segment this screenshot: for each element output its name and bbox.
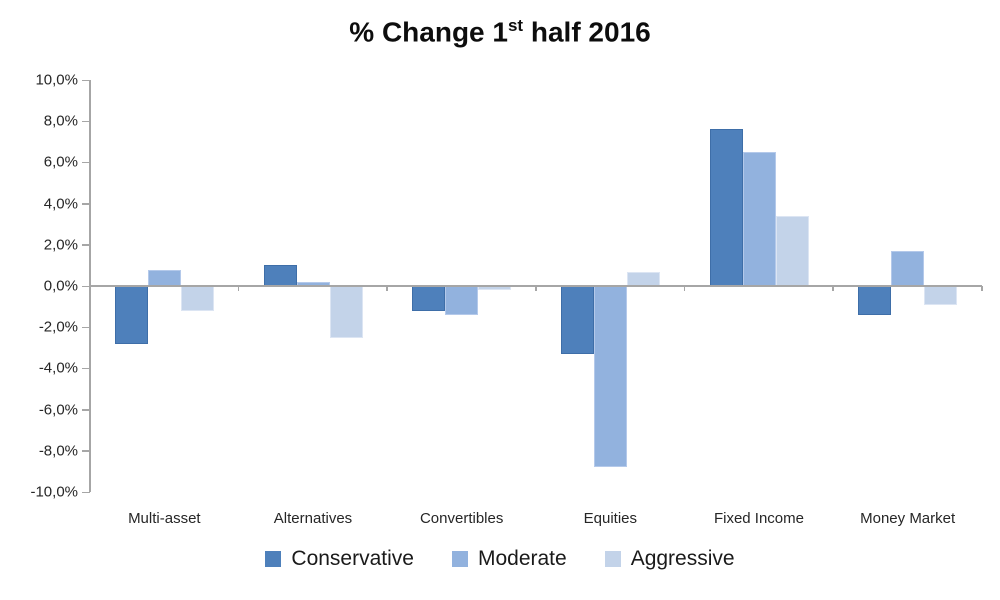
legend-item-aggressive: Aggressive — [604, 547, 735, 571]
y-axis-tick — [82, 409, 90, 411]
chart-title: % Change 1st half 2016 — [0, 16, 1000, 48]
bar-aggressive-fixed-income — [775, 215, 809, 286]
chart-title-prefix: % Change 1 — [349, 16, 508, 48]
legend: Conservative Moderate Aggressive — [0, 547, 1000, 571]
y-axis-tick — [82, 161, 90, 164]
y-axis-tick — [82, 367, 90, 370]
bar-conservative-convertibles — [412, 286, 446, 311]
legend-item-conservative: Conservative — [265, 547, 414, 571]
y-axis-tick — [82, 450, 90, 452]
y-axis-tick — [82, 120, 90, 123]
y-axis-tick — [82, 203, 90, 205]
legend-label: Conservative — [291, 547, 414, 570]
y-axis-tick-label: -4,0% — [38, 359, 78, 377]
legend-swatch-conservative — [265, 551, 282, 567]
y-axis-tick-label: 0,0% — [43, 277, 78, 295]
y-axis-tick-label: -2,0% — [38, 318, 78, 336]
y-axis-tick — [82, 244, 90, 246]
x-axis-category-label: Fixed Income — [713, 510, 804, 527]
x-axis-category-label: Money Market — [860, 510, 956, 527]
x-axis-tick — [683, 286, 686, 291]
legend-label: Moderate — [477, 547, 567, 570]
y-axis-tick-label: 2,0% — [43, 236, 78, 254]
legend-item-moderate: Moderate — [451, 547, 567, 571]
legend-label: Aggressive — [630, 547, 735, 570]
legend-swatch-aggressive — [604, 551, 621, 567]
x-axis-tick — [981, 286, 983, 291]
x-axis-category-label: Convertibles — [419, 510, 504, 527]
y-axis-tick-label: -10,0% — [30, 483, 78, 501]
y-axis-tick — [82, 285, 90, 287]
x-axis-category-label: Equities — [583, 510, 638, 527]
y-axis-tick-label: 4,0% — [43, 195, 78, 213]
bar-moderate-convertibles — [445, 286, 479, 315]
y-axis-tick — [82, 326, 90, 329]
y-axis-tick-label: 6,0% — [43, 153, 78, 171]
bar-conservative-fixed-income — [709, 129, 743, 286]
chart-title-suffix: half 2016 — [523, 16, 651, 48]
x-axis-category-label: Multi-asset — [128, 510, 201, 527]
y-axis-tick-label: -6,0% — [38, 401, 78, 419]
y-axis-tick — [82, 79, 90, 81]
y-axis-tick-label: -8,0% — [38, 442, 78, 460]
x-axis-category-label: Alternatives — [273, 510, 353, 527]
bar-moderate-money-market — [891, 250, 925, 286]
chart-title-superscript: st — [507, 16, 524, 35]
y-axis-tick-label: 8,0% — [43, 112, 78, 130]
x-axis-tick — [386, 286, 388, 291]
bar-conservative-multi-asset — [114, 286, 148, 344]
x-axis-tick — [832, 286, 834, 291]
x-axis-tick — [237, 286, 240, 291]
bar-moderate-fixed-income — [742, 152, 776, 286]
bar-moderate-equities — [593, 286, 627, 468]
legend-swatch-moderate — [451, 551, 468, 567]
x-axis-tick — [535, 286, 537, 291]
y-axis-tick — [82, 491, 90, 493]
y-axis-tick-label: 10,0% — [35, 71, 78, 89]
